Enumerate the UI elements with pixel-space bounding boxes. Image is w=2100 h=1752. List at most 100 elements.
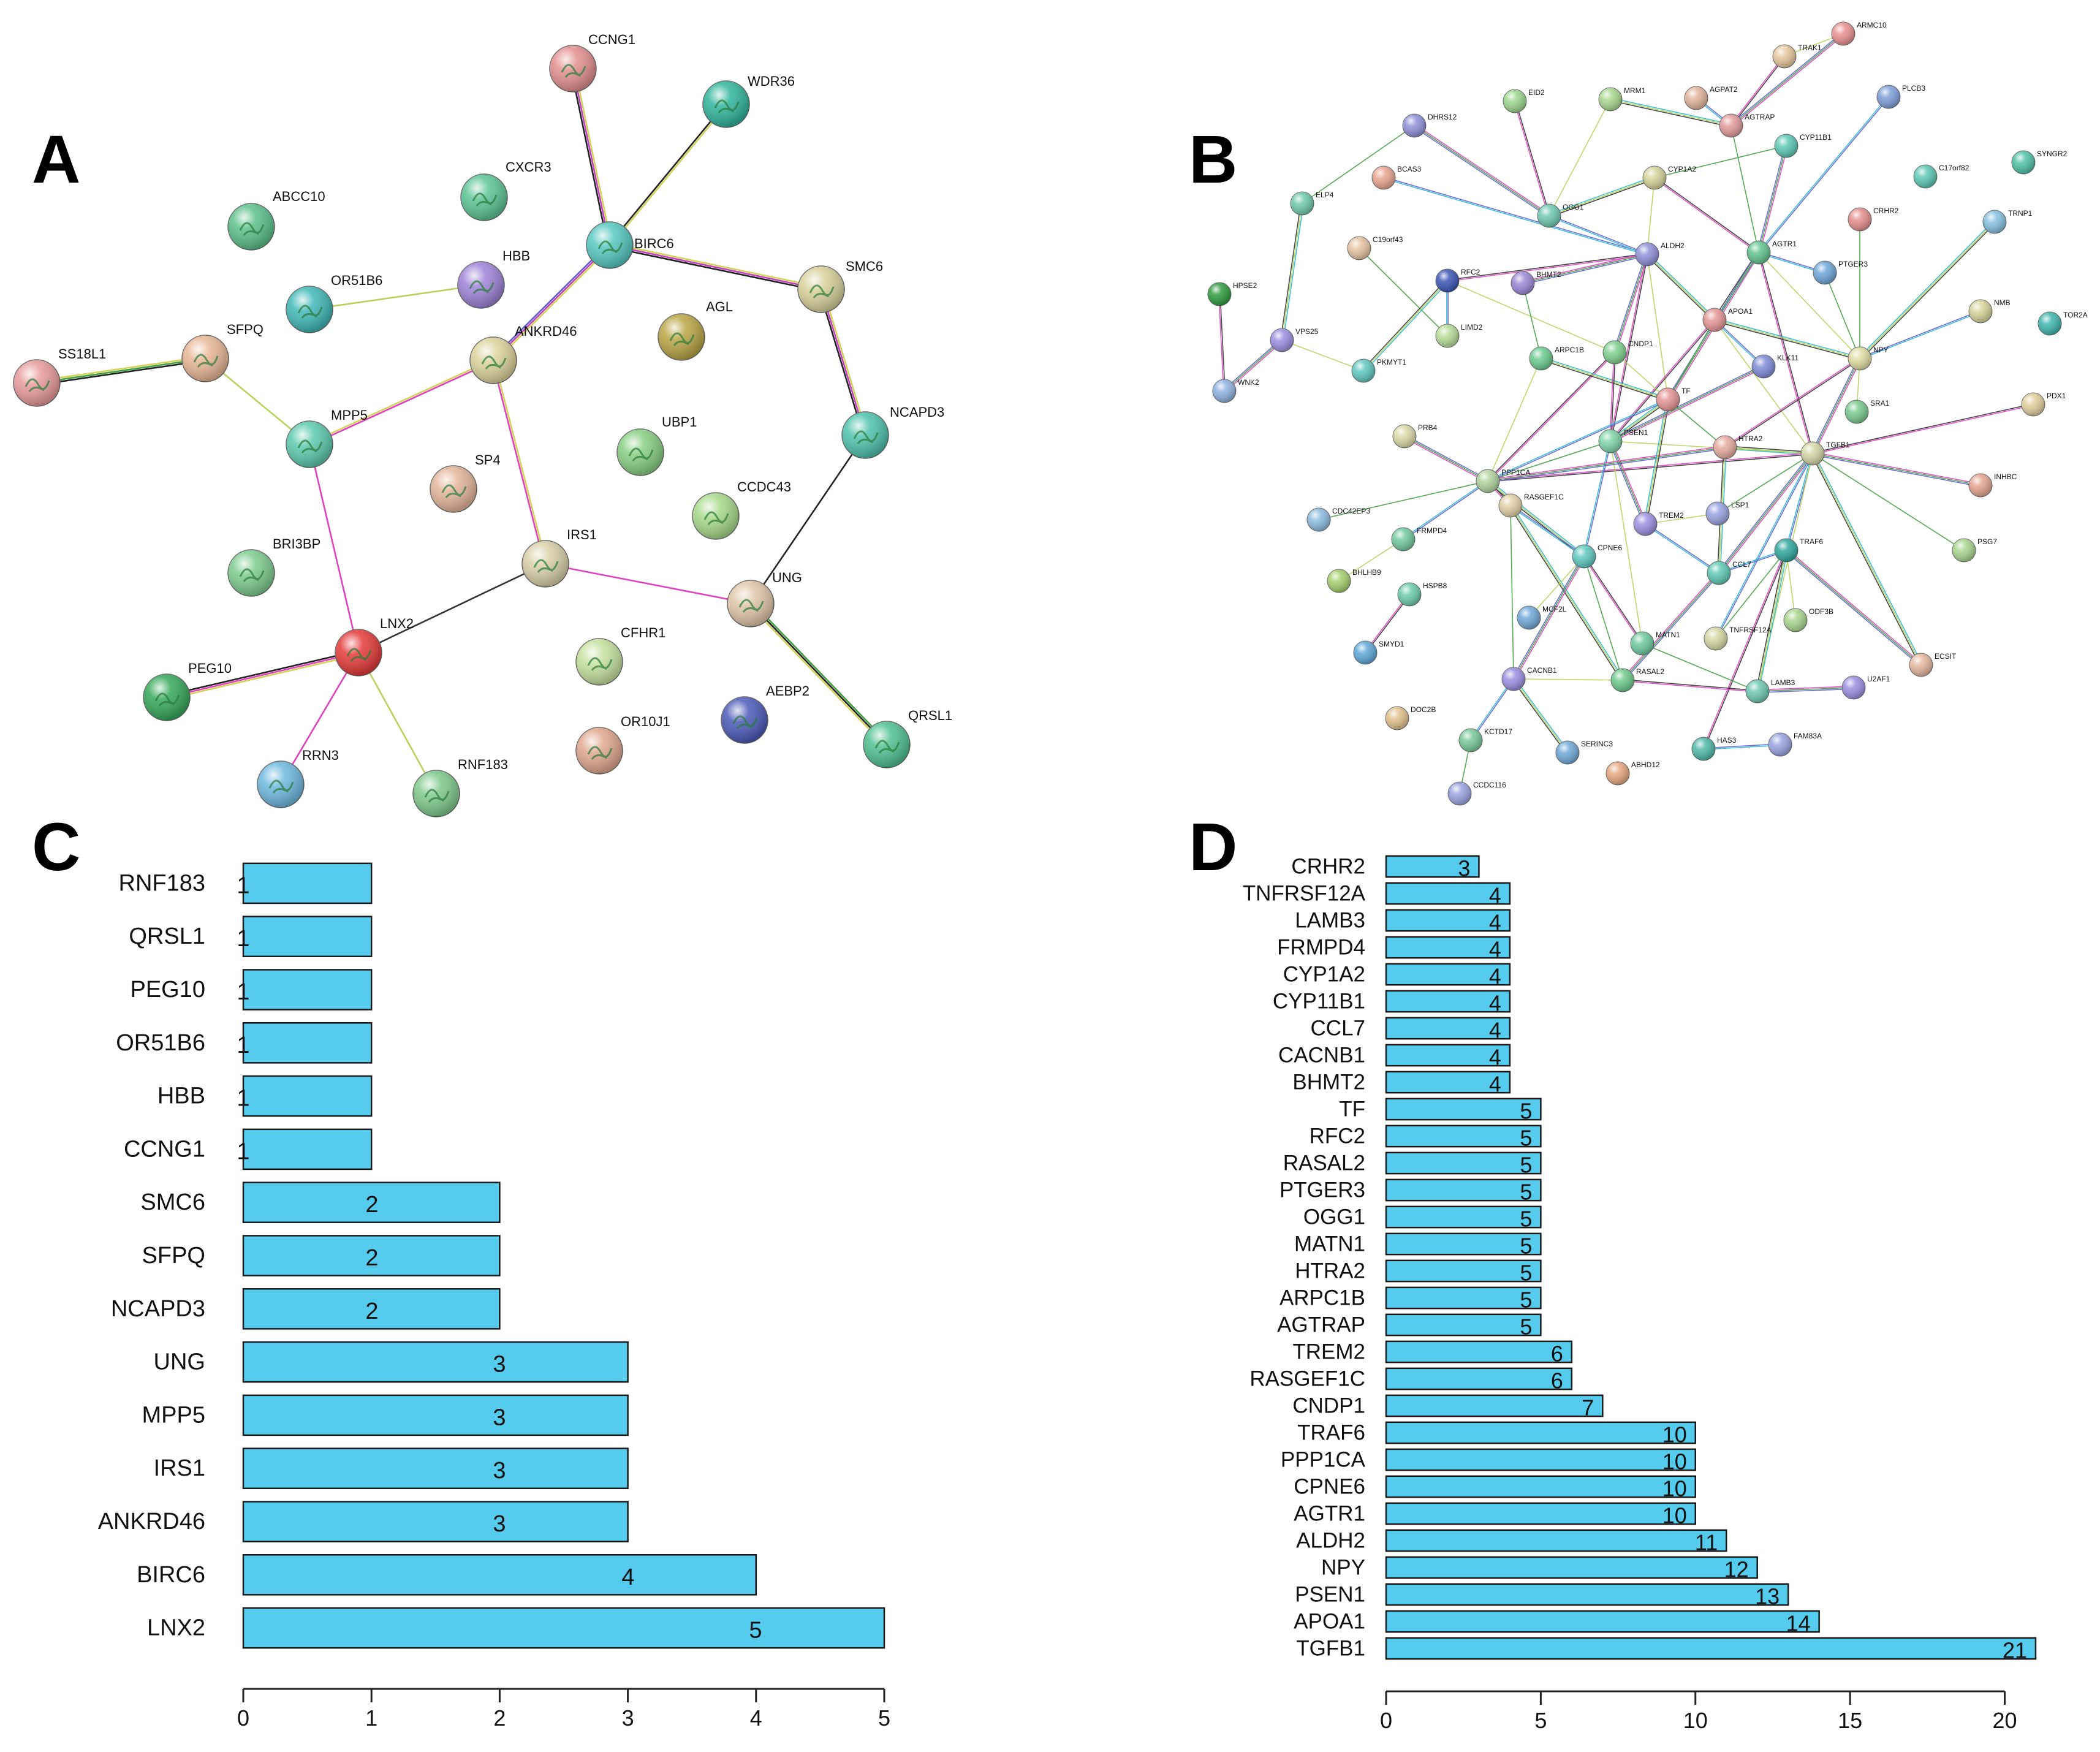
protein-node[interactable]: ODF3B xyxy=(1783,607,1833,632)
protein-node[interactable]: RASGEF1C xyxy=(1498,493,1564,518)
protein-node[interactable]: AGTR1 xyxy=(1746,240,1797,265)
protein-node[interactable]: PDX1 xyxy=(2021,392,2066,417)
protein-node[interactable]: PEG10 xyxy=(143,661,232,721)
protein-node[interactable]: PKMYT1 xyxy=(1351,358,1406,383)
protein-node[interactable]: SYNGR2 xyxy=(2011,150,2068,175)
protein-node[interactable]: PRB4 xyxy=(1392,423,1438,449)
protein-node[interactable]: CDC42EP3 xyxy=(1306,507,1370,532)
protein-node[interactable]: UNG xyxy=(727,570,802,628)
protein-node[interactable]: APOA1 xyxy=(1702,307,1753,332)
protein-node[interactable]: MCF2L xyxy=(1517,605,1567,630)
protein-node[interactable]: CYP11B1 xyxy=(1774,133,1832,158)
protein-node[interactable]: CCL7 xyxy=(1707,560,1751,585)
protein-node[interactable]: MPP5 xyxy=(286,408,368,468)
protein-node[interactable]: PPP1CA xyxy=(1476,468,1530,493)
protein-node[interactable]: NPY xyxy=(1848,346,1889,371)
protein-node[interactable]: ARMC10 xyxy=(1831,21,1887,46)
protein-node[interactable]: C19orf43 xyxy=(1347,235,1403,260)
protein-node[interactable]: RNF183 xyxy=(412,757,508,817)
protein-node[interactable]: ANKRD46 xyxy=(469,324,577,384)
protein-node[interactable]: SMC6 xyxy=(797,259,883,313)
protein-node[interactable]: KCTD17 xyxy=(1458,727,1512,753)
protein-node[interactable]: TREM2 xyxy=(1633,511,1684,536)
protein-node[interactable]: HPSE2 xyxy=(1207,281,1257,306)
protein-node[interactable]: DHRS12 xyxy=(1402,113,1457,138)
protein-node[interactable]: OR51B6 xyxy=(286,273,382,333)
protein-node[interactable]: OGG1 xyxy=(1537,203,1584,228)
protein-node[interactable]: WDR36 xyxy=(702,74,795,128)
protein-node[interactable]: TRAK1 xyxy=(1772,44,1822,69)
protein-node[interactable]: ABCC10 xyxy=(227,189,325,251)
protein-node[interactable]: CCDC43 xyxy=(692,479,791,540)
protein-node[interactable]: PSG7 xyxy=(1952,537,1997,563)
protein-node[interactable]: BIRC6 xyxy=(586,221,674,269)
protein-node[interactable]: MATN1 xyxy=(1630,631,1680,656)
protein-node[interactable]: HSPB8 xyxy=(1397,582,1447,607)
protein-node[interactable]: PTGER3 xyxy=(1813,260,1868,285)
protein-node[interactable]: CPNE6 xyxy=(1572,544,1622,569)
protein-node[interactable]: RFC2 xyxy=(1435,268,1480,293)
protein-node[interactable]: TF xyxy=(1656,387,1691,412)
protein-node[interactable]: BHLHB9 xyxy=(1327,568,1381,593)
protein-node[interactable]: CFHR1 xyxy=(575,625,665,686)
protein-node[interactable]: SMYD1 xyxy=(1353,640,1404,665)
protein-node[interactable]: CRHR2 xyxy=(1848,207,1899,232)
protein-node[interactable]: AEBP2 xyxy=(721,683,809,744)
protein-node[interactable]: IRS1 xyxy=(521,527,597,588)
protein-node[interactable]: SERINC3 xyxy=(1555,740,1613,765)
protein-node[interactable]: HBB xyxy=(457,248,530,309)
protein-node[interactable]: CNDP1 xyxy=(1602,339,1653,365)
protein-node[interactable]: ALDH2 xyxy=(1635,241,1685,267)
protein-node[interactable]: FRMPD4 xyxy=(1391,526,1447,552)
protein-node[interactable]: ABHD12 xyxy=(1605,760,1660,786)
protein-node[interactable]: HTRA2 xyxy=(1713,434,1763,460)
protein-node[interactable]: LAMB3 xyxy=(1745,678,1795,703)
protein-node[interactable]: CXCR3 xyxy=(460,159,552,221)
protein-node[interactable]: PLCB3 xyxy=(1876,84,1925,109)
protein-node[interactable]: C17orf82 xyxy=(1913,164,1969,189)
protein-node[interactable]: SP4 xyxy=(430,452,501,513)
protein-node[interactable]: SS18L1 xyxy=(13,346,106,407)
protein-node[interactable]: EID2 xyxy=(1503,88,1545,113)
protein-node[interactable]: DOC2B xyxy=(1385,705,1436,730)
protein-node[interactable]: VPS25 xyxy=(1270,327,1319,352)
protein-node[interactable]: LNX2 xyxy=(335,616,414,677)
protein-node[interactable]: LSP1 xyxy=(1705,501,1749,526)
protein-node[interactable]: TRNP1 xyxy=(1982,209,2033,234)
protein-node[interactable]: ELP4 xyxy=(1290,191,1334,216)
protein-node[interactable]: BHMT2 xyxy=(1511,270,1561,295)
protein-node[interactable]: CYP1A2 xyxy=(1642,165,1696,190)
protein-node[interactable]: WNK2 xyxy=(1212,378,1259,403)
protein-node[interactable]: MRM1 xyxy=(1598,86,1646,112)
protein-node[interactable]: UBP1 xyxy=(616,414,697,476)
protein-node[interactable]: AGPAT2 xyxy=(1684,85,1738,110)
protein-node[interactable]: SFPQ xyxy=(181,322,263,382)
protein-node[interactable]: OR10J1 xyxy=(575,714,670,775)
protein-node[interactable]: TGFB1 xyxy=(1800,441,1850,466)
protein-node[interactable]: TNFRSF12A xyxy=(1704,626,1772,651)
protein-node[interactable]: ECSIT xyxy=(1909,652,1957,677)
protein-node[interactable]: AGTRAP xyxy=(1719,113,1775,138)
protein-node[interactable]: HAS3 xyxy=(1691,736,1737,761)
protein-node[interactable]: KLK11 xyxy=(1751,354,1799,379)
protein-node[interactable]: TOR2A xyxy=(2037,311,2088,336)
protein-node[interactable]: RASAL2 xyxy=(1610,667,1664,692)
protein-node[interactable]: CCNG1 xyxy=(549,32,635,93)
protein-node[interactable]: LIMD2 xyxy=(1435,323,1483,348)
protein-node[interactable]: BRI3BP xyxy=(227,536,320,597)
protein-node[interactable]: CCDC116 xyxy=(1447,781,1506,806)
protein-node[interactable]: RRN3 xyxy=(257,748,339,808)
protein-node[interactable]: FAM83A xyxy=(1768,732,1822,757)
protein-node[interactable]: PSEN1 xyxy=(1598,428,1648,453)
protein-node[interactable]: AGL xyxy=(658,299,733,361)
protein-node[interactable]: BCAS3 xyxy=(1371,165,1422,190)
protein-node[interactable]: U2AF1 xyxy=(1841,675,1890,700)
protein-node[interactable]: QRSL1 xyxy=(863,708,952,768)
protein-node[interactable]: INHBC xyxy=(1968,472,2017,498)
protein-node[interactable]: NMB xyxy=(1968,298,2011,324)
protein-node[interactable]: NCAPD3 xyxy=(841,404,944,459)
protein-node[interactable]: CACNB1 xyxy=(1501,666,1557,691)
protein-node[interactable]: SRA1 xyxy=(1844,399,1890,424)
protein-node[interactable]: ARPC1B xyxy=(1529,346,1584,371)
protein-node[interactable]: TRAF6 xyxy=(1774,537,1823,563)
